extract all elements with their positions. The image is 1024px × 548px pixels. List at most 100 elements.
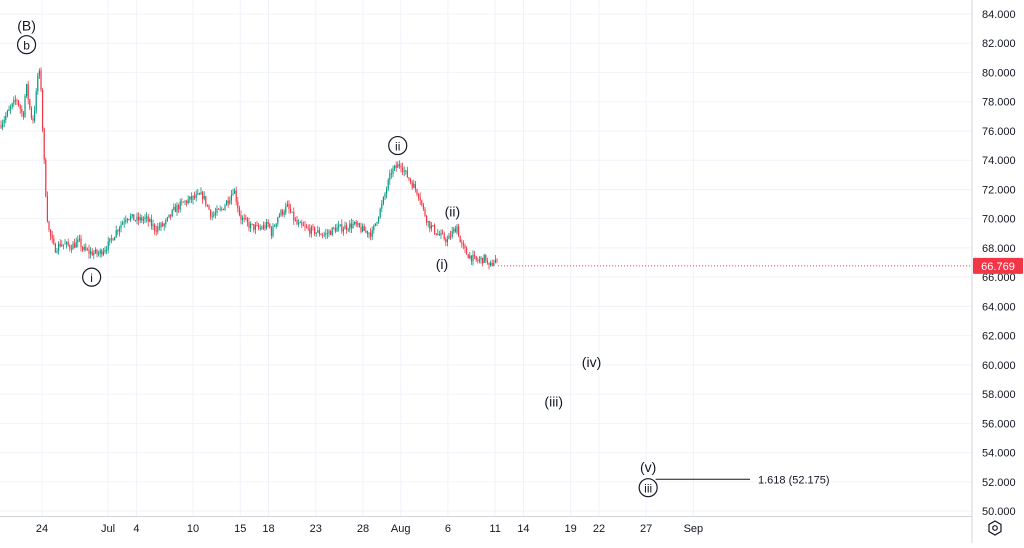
price-tick-label: 76.000: [982, 126, 1016, 138]
candle-body: [90, 251, 92, 254]
wave-label-iii[interactable]: (iii): [544, 393, 563, 409]
candle-body: [26, 84, 28, 97]
time-tick-label: 11: [489, 523, 500, 535]
candle-body: [282, 210, 284, 215]
candle-body: [86, 249, 88, 251]
candle-body: [358, 223, 360, 227]
candle-body: [91, 251, 93, 256]
candle-body: [194, 195, 196, 198]
wave-label-circled-b[interactable]: b: [16, 35, 37, 55]
wave-label-ii[interactable]: (ii): [445, 203, 461, 219]
candle-body: [421, 200, 423, 205]
fib-extension[interactable]: 1.618 (52.175): [655, 474, 830, 486]
candle-body: [406, 170, 408, 178]
price-tick-label: 78.000: [982, 97, 1016, 109]
candle-body: [357, 223, 359, 225]
candle-body: [307, 227, 309, 229]
time-tick-label: Aug: [391, 523, 411, 535]
candle-body: [253, 224, 255, 230]
candle-body: [248, 222, 250, 229]
candle-body: [216, 208, 218, 213]
candle-body: [166, 217, 168, 221]
candle-body: [114, 237, 116, 241]
candle-body: [141, 217, 143, 221]
wave-label-v[interactable]: (v): [640, 459, 656, 475]
wave-label-circle: [638, 478, 658, 498]
candle-body: [275, 223, 277, 227]
candle-body: [280, 210, 282, 216]
candle-body: [229, 200, 231, 204]
wave-label-iv[interactable]: (iv): [582, 354, 601, 370]
price-axis[interactable]: 84.000 82.000 80.000 78.000 76.000 74.000 72.0…: [982, 9, 1016, 518]
candle-body: [459, 236, 461, 243]
candle-body: [266, 221, 268, 229]
candle-body: [424, 208, 426, 216]
candle-body: [309, 228, 311, 234]
time-tick-label: 14: [517, 523, 529, 535]
candle-body: [258, 225, 260, 229]
candle-body: [34, 110, 36, 121]
candle-body: [480, 257, 482, 260]
candle-body: [163, 224, 165, 227]
candle-body: [59, 243, 61, 247]
candle-body: [226, 200, 228, 206]
wave-label-i[interactable]: (i): [436, 256, 448, 272]
chart-settings-button[interactable]: [980, 516, 1010, 540]
wave-label-B[interactable]: (B): [17, 18, 36, 34]
candle-body: [322, 234, 324, 236]
candle-body: [154, 224, 156, 231]
candle-body: [402, 167, 404, 172]
wave-label-circle: [388, 135, 408, 156]
candle-body: [451, 231, 453, 237]
candle-body: [77, 239, 79, 243]
candle-body: [342, 229, 344, 232]
time-axis[interactable]: 24 Jul 4 10 15 18 23 28 Aug 6 11 14 19 22 27 Sep: [36, 523, 703, 535]
candle-body: [378, 217, 380, 223]
candle-body: [405, 170, 407, 172]
candle-body: [35, 91, 37, 111]
candle-body: [110, 238, 112, 240]
wave-label-text: (v): [640, 459, 656, 475]
candle-body: [186, 201, 188, 204]
candle-body: [426, 215, 428, 223]
candle-body: [152, 224, 154, 226]
candle-body: [350, 223, 352, 228]
wave-label-circled-ii[interactable]: ii: [388, 135, 408, 156]
candle-body: [339, 224, 341, 226]
candle-body: [6, 110, 8, 116]
price-tick-label: 62.000: [982, 331, 1016, 343]
candle-body: [206, 204, 208, 206]
candle-body: [13, 99, 15, 104]
candle-body: [267, 221, 269, 224]
candle-body: [410, 179, 412, 183]
candle-body: [14, 99, 16, 101]
candle-body: [51, 235, 53, 239]
candle-body: [338, 225, 340, 228]
wave-label-text: i: [90, 271, 93, 285]
wave-label-circled-i[interactable]: i: [82, 267, 102, 287]
price-tick-label: 64.000: [982, 301, 1016, 313]
candle-body: [494, 259, 496, 264]
price-tick-label: 68.000: [982, 243, 1016, 255]
candle-body: [29, 99, 31, 108]
candle-body: [158, 226, 160, 228]
candle-body: [466, 248, 468, 255]
price-tick-label: 52.000: [982, 477, 1016, 489]
candle-body: [112, 238, 114, 241]
candle-body: [155, 230, 157, 232]
candle-body: [125, 220, 127, 222]
candle-body: [16, 100, 18, 101]
wave-label-circled-iii[interactable]: iii: [638, 478, 658, 498]
candle-body: [317, 230, 319, 233]
candle-body: [347, 229, 349, 231]
candle-body: [430, 225, 432, 229]
candle-body: [93, 253, 95, 256]
time-tick-label: 23: [310, 523, 322, 535]
candle-body: [422, 204, 424, 209]
candle-body: [456, 226, 458, 233]
candle-body: [440, 232, 442, 236]
candle-body: [414, 183, 416, 190]
